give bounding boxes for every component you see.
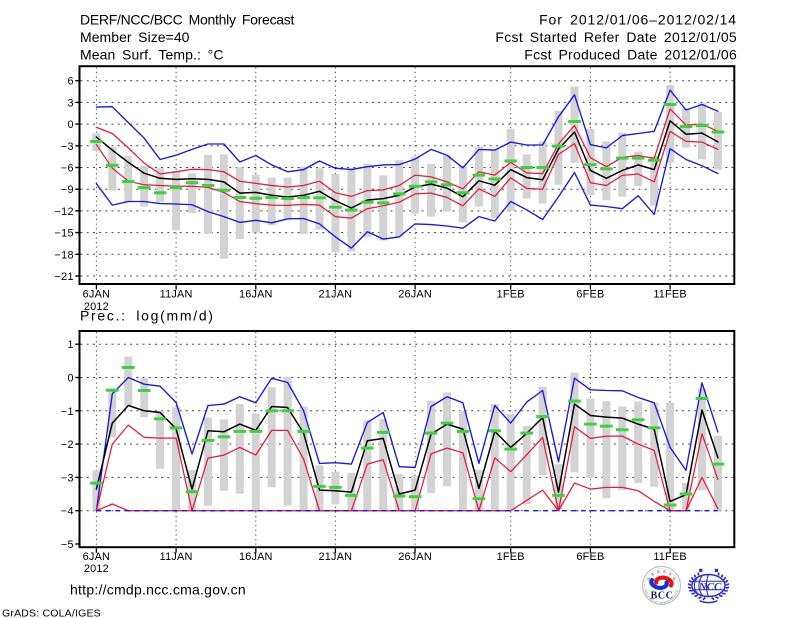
- svg-text:NCC: NCC: [698, 581, 722, 593]
- svg-text:Mean Surf. Temp.: °C: Mean Surf. Temp.: °C: [80, 47, 224, 63]
- svg-text:6JAN: 6JAN: [83, 551, 110, 563]
- svg-text:−9: −9: [61, 184, 74, 196]
- svg-text:−21: −21: [54, 271, 74, 283]
- svg-text:−12: −12: [54, 206, 74, 218]
- svg-text:For 2012/01/06–2012/02/14: For 2012/01/06–2012/02/14: [539, 12, 737, 28]
- svg-text:Prec.: log(mm/d): Prec.: log(mm/d): [80, 308, 215, 324]
- svg-text:BCC: BCC: [650, 591, 673, 602]
- svg-text:1FEB: 1FEB: [497, 551, 525, 563]
- svg-text:11JAN: 11JAN: [160, 289, 193, 301]
- svg-text:2012: 2012: [84, 563, 109, 575]
- svg-text:6: 6: [67, 76, 73, 88]
- svg-text:6FEB: 6FEB: [576, 289, 604, 301]
- svg-text:−3: −3: [61, 141, 74, 153]
- svg-text:1: 1: [67, 339, 73, 351]
- svg-text:−15: −15: [54, 228, 74, 240]
- svg-text:−2: −2: [61, 439, 74, 451]
- svg-text:−5: −5: [61, 539, 74, 551]
- svg-text:6JAN: 6JAN: [83, 289, 110, 301]
- svg-text:0: 0: [67, 373, 73, 385]
- svg-text:11JAN: 11JAN: [160, 551, 193, 563]
- svg-text:21JAN: 21JAN: [319, 289, 353, 301]
- svg-text:16JAN: 16JAN: [239, 289, 273, 301]
- svg-text:Fcst Produced Date 2012/01/06: Fcst Produced Date 2012/01/06: [524, 47, 737, 63]
- svg-text:1FEB: 1FEB: [497, 289, 525, 301]
- svg-text:http://cmdp.ncc.cma.gov.cn: http://cmdp.ncc.cma.gov.cn: [70, 582, 246, 598]
- svg-text:3: 3: [67, 97, 73, 109]
- svg-text:6FEB: 6FEB: [576, 551, 604, 563]
- svg-text:Fcst Started Refer Date 2012/0: Fcst Started Refer Date 2012/01/05: [495, 29, 737, 45]
- svg-text:−4: −4: [61, 506, 74, 518]
- svg-text:26JAN: 26JAN: [398, 289, 432, 301]
- svg-text:0: 0: [67, 119, 73, 131]
- svg-text:−6: −6: [61, 163, 74, 175]
- svg-text:GrADS: COLA/IGES: GrADS: COLA/IGES: [2, 608, 101, 618]
- svg-text:DERF/NCC/BCC Monthly Forecast: DERF/NCC/BCC Monthly Forecast: [80, 12, 295, 28]
- svg-text:−3: −3: [61, 472, 74, 484]
- svg-text:Member Size=40: Member Size=40: [80, 29, 190, 45]
- svg-text:16JAN: 16JAN: [239, 551, 273, 563]
- svg-text:21JAN: 21JAN: [319, 551, 353, 563]
- svg-text:2012: 2012: [84, 301, 109, 313]
- svg-text:−18: −18: [54, 249, 74, 261]
- svg-text:11FEB: 11FEB: [653, 289, 687, 301]
- svg-text:26JAN: 26JAN: [398, 551, 432, 563]
- svg-text:−1: −1: [61, 406, 74, 418]
- svg-text:11FEB: 11FEB: [653, 551, 687, 563]
